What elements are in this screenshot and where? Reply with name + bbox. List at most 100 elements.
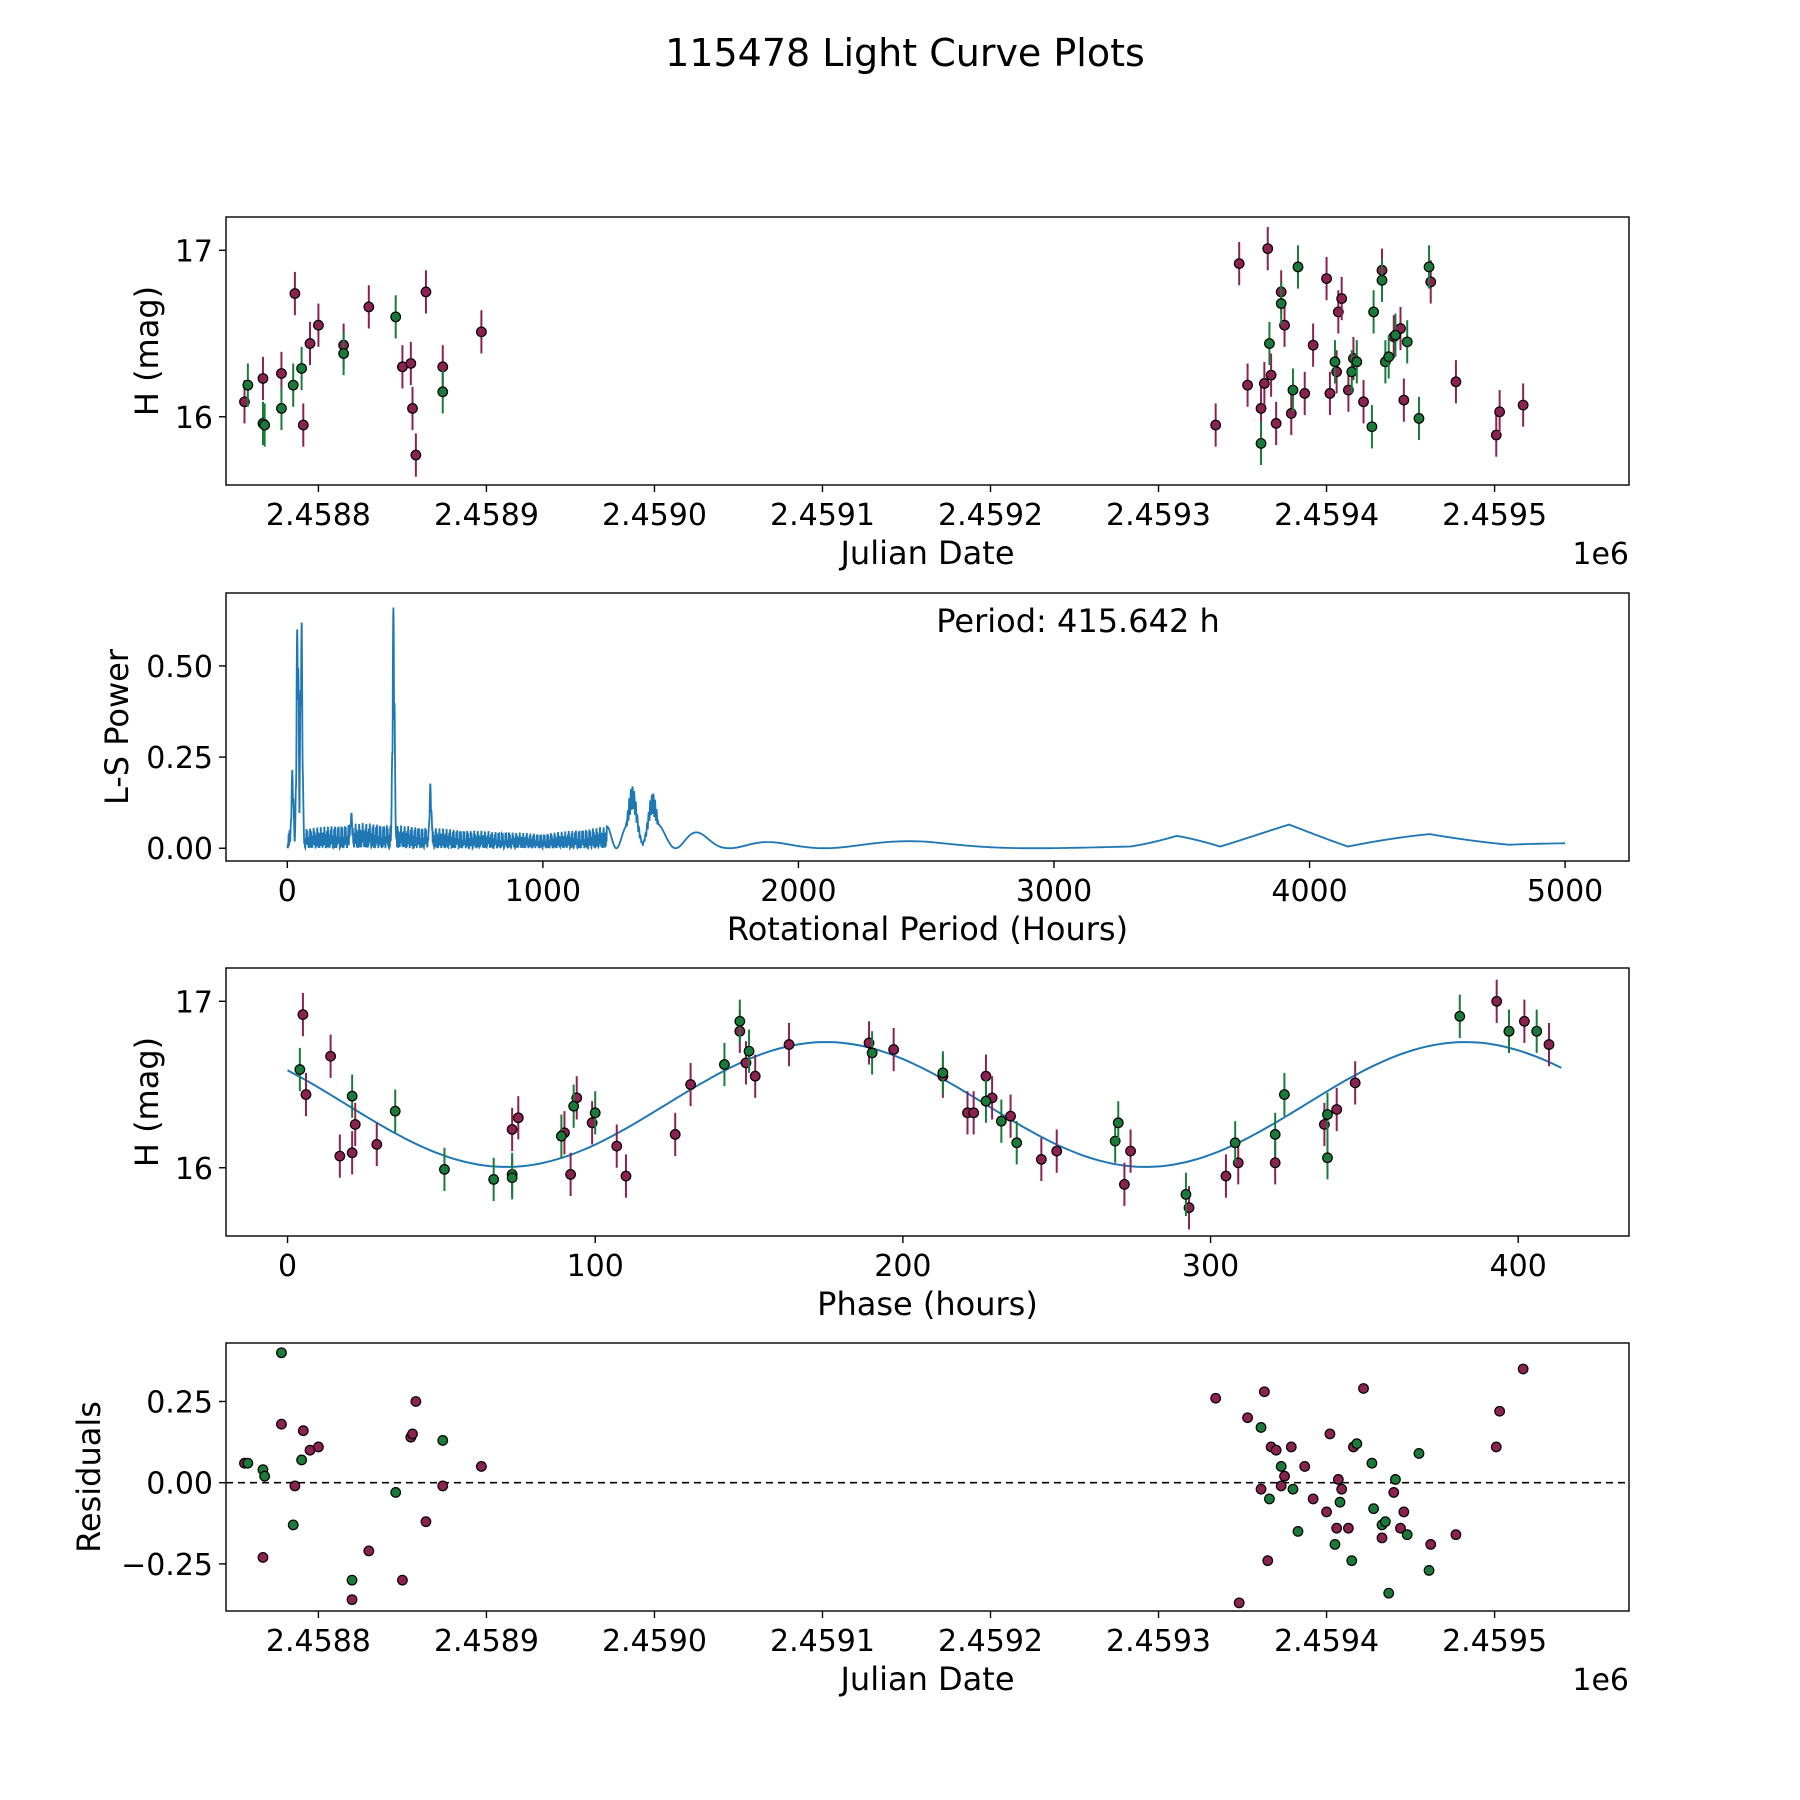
data-point-green (1292, 261, 1304, 273)
data-point-magenta (1376, 1532, 1388, 1544)
data-point-magenta (1331, 1104, 1343, 1115)
data-point-green (1423, 1564, 1435, 1576)
data-point-magenta (300, 1089, 312, 1100)
x-tick-label: 2.4595 (1442, 1624, 1547, 1659)
data-point-magenta (334, 1150, 346, 1162)
phased-frame (225, 967, 1630, 1237)
data-point-green (995, 1115, 1007, 1127)
data-point-green (980, 1095, 992, 1107)
data-point-green (1503, 1025, 1515, 1037)
data-point-green (1112, 1117, 1124, 1129)
x-tick-label: 0 (278, 874, 297, 909)
data-point-green (1346, 1555, 1358, 1567)
data-point-magenta (1279, 1470, 1290, 1482)
y-tick-label: 16 (175, 401, 213, 436)
x-tick-label: 400 (1490, 1249, 1547, 1284)
data-point-green (866, 1047, 878, 1059)
x-tick-label: 2.4588 (266, 498, 371, 533)
data-point-magenta (685, 1079, 696, 1090)
x-tick-label: 4000 (1271, 874, 1347, 909)
data-point-magenta (1331, 1522, 1343, 1534)
data-point-magenta (410, 1396, 422, 1407)
data-point-magenta (437, 1480, 449, 1492)
data-point-green (1011, 1137, 1023, 1149)
data-point-magenta (289, 288, 301, 299)
data-point-green (1366, 421, 1378, 433)
x-tick-label: 300 (1182, 1249, 1239, 1284)
data-point-magenta (1265, 369, 1277, 381)
data-point-magenta (669, 1129, 681, 1140)
lightcurve-frame (225, 216, 1630, 486)
data-point-green (242, 379, 254, 391)
data-point-green (1264, 338, 1275, 349)
data-point-green (1275, 298, 1287, 309)
data-point-magenta (407, 403, 418, 414)
data-point-magenta (783, 1039, 795, 1050)
data-point-magenta (1321, 1506, 1332, 1518)
residuals-plot-area (226, 1347, 1629, 1609)
data-point-magenta (1299, 388, 1311, 399)
x-tick-label: 2.4594 (1274, 498, 1379, 533)
x-tick-label: 2.4590 (602, 498, 707, 533)
data-point-green (1229, 1137, 1241, 1149)
data-point-magenta (1358, 1383, 1369, 1394)
x-axis-label: Julian Date (838, 534, 1014, 572)
data-point-magenta (1336, 1483, 1348, 1495)
x-tick-label: 2.4592 (938, 498, 1043, 533)
data-point-green (1413, 1448, 1425, 1459)
data-point-green (1279, 1089, 1290, 1100)
data-point-green (937, 1067, 949, 1079)
data-point-green (1401, 1529, 1413, 1541)
x-tick-label: 2.4589 (434, 498, 539, 533)
data-point-green (1322, 1152, 1333, 1164)
data-point-green (390, 1487, 402, 1498)
data-point-green (1351, 356, 1363, 368)
data-point-magenta (1324, 1428, 1336, 1440)
data-point-magenta (1210, 419, 1222, 431)
data-point-magenta (1517, 1363, 1529, 1375)
data-point-magenta (349, 1119, 361, 1130)
lightcurve-panel: 2.4588 2.4589 2.4590 2.4591 2.4592 2.4593 2.45… (128, 216, 1630, 572)
data-point-green (1368, 306, 1380, 318)
data-point-magenta (1450, 1529, 1462, 1541)
x-tick-label: 2.4594 (1274, 1624, 1379, 1659)
x-tick-label: 2.4591 (770, 1624, 875, 1659)
y-tick-label: 0.00 (146, 832, 213, 867)
data-point-green (276, 403, 287, 414)
data-point-magenta (1450, 376, 1462, 388)
data-point-magenta (371, 1139, 383, 1150)
data-point-magenta (1358, 396, 1369, 408)
data-point-magenta (888, 1044, 900, 1055)
y-tick-label: −0.25 (121, 1548, 213, 1583)
data-point-green (389, 1105, 401, 1117)
data-point-green (1390, 329, 1401, 341)
data-point-green (1334, 1496, 1346, 1508)
data-point-green (1401, 336, 1413, 348)
data-point-magenta (1242, 379, 1253, 391)
data-point-magenta (749, 1070, 761, 1082)
data-point-magenta (565, 1169, 576, 1180)
data-point-green (488, 1174, 500, 1185)
data-point-green (338, 348, 350, 359)
data-point-green (287, 1519, 299, 1531)
y-axis-label: H (mag) (128, 286, 166, 416)
x-axis-label: Rotational Period (Hours) (727, 910, 1128, 948)
data-point-green (259, 1470, 271, 1482)
data-point-magenta (363, 301, 375, 313)
data-point-magenta (1255, 403, 1267, 414)
data-point-magenta (1005, 1110, 1016, 1122)
x-axis-label: Phase (hours) (817, 1285, 1038, 1323)
fit-curve (287, 1041, 1562, 1168)
data-point-magenta (1342, 1522, 1354, 1534)
data-point-magenta (1035, 1154, 1047, 1165)
data-point-green (1346, 366, 1358, 378)
data-point-magenta (1285, 1441, 1297, 1453)
data-point-magenta (620, 1170, 632, 1182)
data-point-magenta (1269, 1157, 1281, 1169)
data-point-green (242, 1457, 254, 1469)
data-point-green (439, 1164, 450, 1175)
x-tick-label: 2.4592 (938, 1624, 1043, 1659)
data-point-magenta (1349, 1077, 1361, 1089)
x-tick-label: 5000 (1527, 874, 1603, 909)
